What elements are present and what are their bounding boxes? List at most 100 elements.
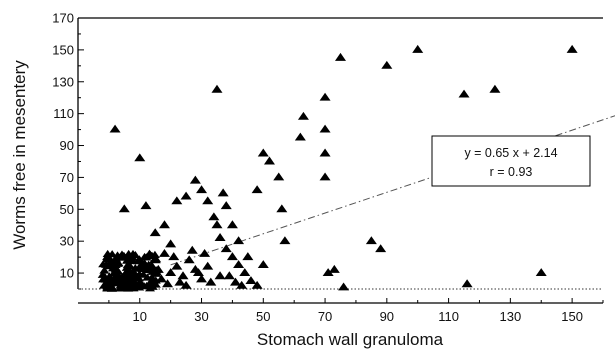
data-point [319,172,331,181]
cluster-point [143,260,154,268]
y-tick-label: 70 [60,170,74,185]
data-point [226,220,238,229]
cluster-point [144,249,155,257]
cluster-point [142,265,153,274]
x-tick-label: 110 [438,309,459,324]
data-point [214,271,226,280]
y-tick-label: 170 [52,11,74,26]
x-tick-label: 90 [380,309,394,324]
x-axis-title: Stomach wall granuloma [257,330,444,349]
data-point [202,261,214,270]
cluster-point [111,269,122,277]
x-tick-label: 130 [500,309,522,324]
data-point [109,124,121,133]
equation-box-frame [431,135,591,187]
x-axis-ticks: 10 30 50 70 90 110 130 150 [108,298,604,324]
data-point [202,196,214,205]
data-point [220,201,232,210]
cluster-point [123,284,134,292]
data-point [223,271,235,280]
y-tick-label: 150 [52,42,74,57]
data-point [220,244,232,253]
cluster-point [116,250,127,258]
data-point [155,274,167,283]
y-tick-label: 10 [60,266,74,281]
cluster-point [145,284,156,292]
data-points [97,44,578,292]
data-point [257,148,269,157]
data-point [319,124,331,133]
data-point [158,248,170,257]
data-point [118,204,130,213]
data-point [233,260,245,269]
data-point [171,261,183,270]
x-tick-label: 150 [561,309,583,324]
cluster-point [130,264,141,272]
data-point [205,277,217,286]
data-point [233,236,245,245]
cluster-point [130,251,141,259]
data-point [242,252,254,261]
data-point [186,245,198,254]
data-point [183,255,195,264]
x-tick-label: 70 [318,309,332,324]
data-point [245,276,257,284]
cluster-point [102,281,113,289]
regression-equation-box: y = 0.65 x + 2.14 r = 0.93 [431,135,591,187]
data-point [319,92,331,101]
data-point [134,153,146,162]
y-tick-label: 30 [60,234,74,249]
cluster-point [139,252,150,261]
x-tick-label: 50 [256,309,270,324]
data-point [180,280,192,289]
cluster-point [106,284,117,292]
cluster-point [127,269,138,277]
data-point [251,280,263,289]
data-point [211,220,223,229]
y-tick-label: 110 [53,106,74,121]
data-point [196,185,208,194]
data-point [171,196,183,205]
cluster-point [97,270,108,278]
data-point [273,172,285,181]
data-point [319,148,331,157]
data-point [152,264,164,273]
data-point [566,44,578,53]
data-point [279,236,291,245]
correlation-coefficient: r = 0.93 [490,165,533,179]
data-point [226,252,238,261]
data-point [149,255,161,264]
data-point [375,244,387,253]
data-point [458,89,470,98]
data-point [230,277,241,286]
data-point [158,220,170,229]
data-point [165,239,177,248]
data-point [196,274,208,283]
data-point [168,252,180,261]
data-point [263,156,275,165]
cluster-point [131,274,142,282]
cluster-point [105,262,116,270]
y-axis-title: Worms free in mesentery [10,60,29,250]
data-point [140,201,152,210]
y-tick-label: 130 [52,74,74,89]
data-point [328,264,340,273]
y-axis-ticks: 10 30 50 70 90 110 130 150 170 [52,11,84,290]
data-point [192,268,204,277]
cluster-point [132,282,143,290]
cluster-point [111,278,122,287]
cluster-point [99,266,110,274]
data-point [535,268,547,277]
cluster-point [116,276,127,284]
y-tick-label: 90 [60,138,74,153]
data-point [338,282,350,291]
data-point [146,277,158,286]
data-point [189,175,201,184]
data-point [365,236,377,245]
data-point [257,260,269,269]
cluster-point [124,276,135,285]
data-point [412,44,424,53]
data-point [165,268,177,277]
data-point [174,277,186,286]
